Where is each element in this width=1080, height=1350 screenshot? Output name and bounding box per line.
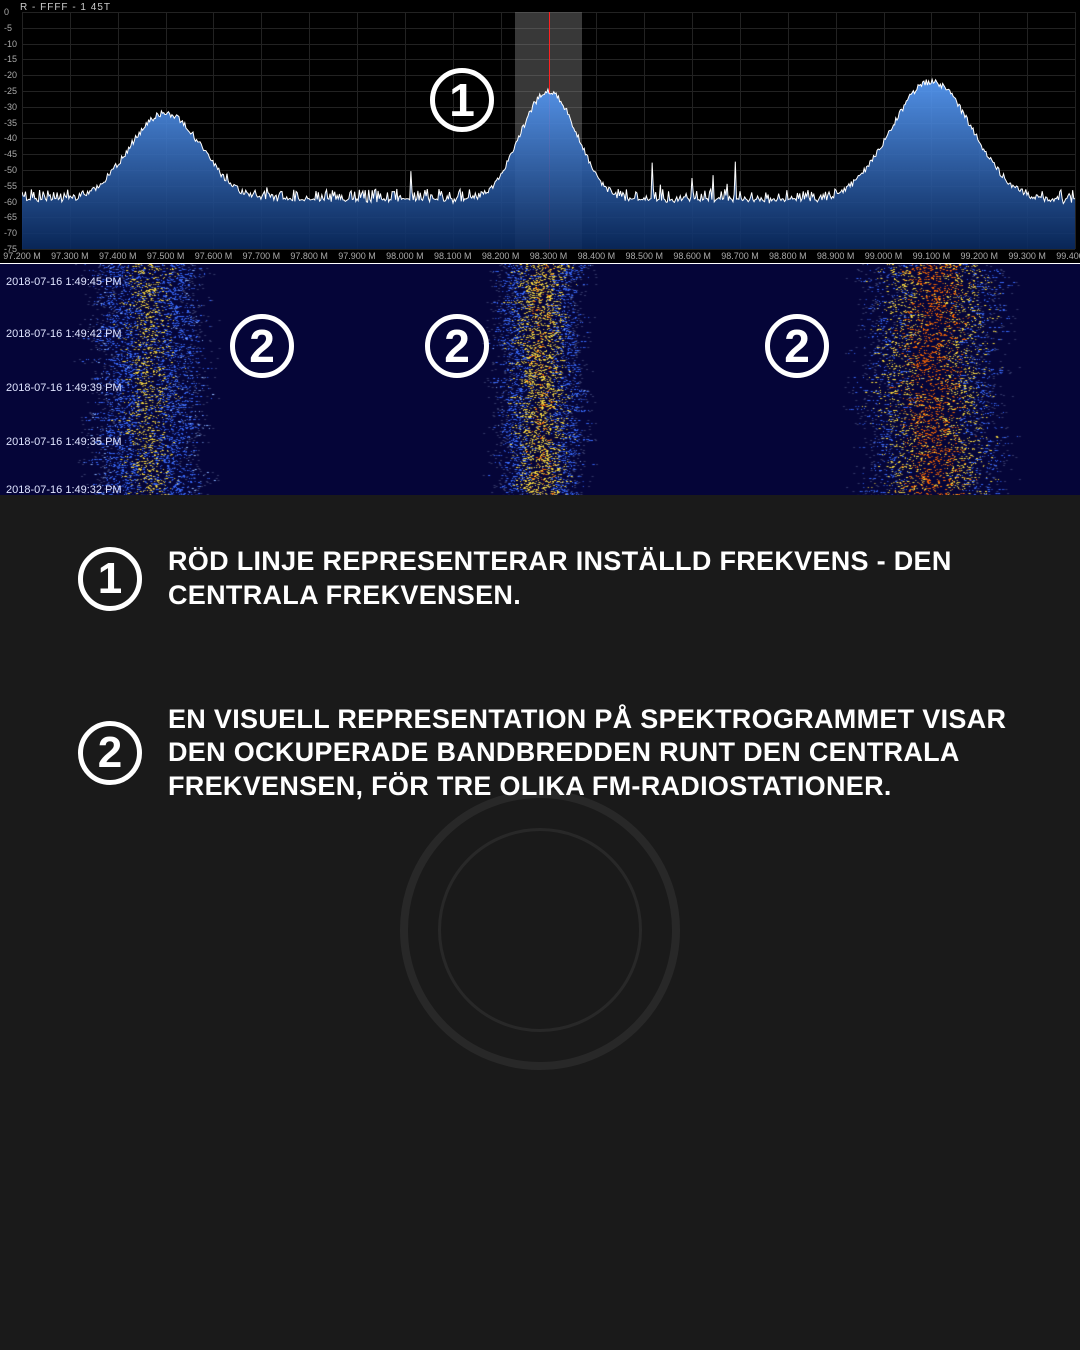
legend-badge: 1 — [78, 547, 142, 611]
y-tick-label: -60 — [4, 197, 17, 207]
y-tick-label: -5 — [4, 23, 12, 33]
x-tick-label: 97.300 M — [51, 251, 89, 261]
legend-badge: 2 — [78, 721, 142, 785]
x-tick-label: 97.700 M — [243, 251, 281, 261]
spectrum-panel: R - FFFF - 1 45T 0-5-10-15-20-25-30-35-4… — [0, 0, 1080, 263]
x-tick-label: 99.200 M — [961, 251, 999, 261]
waterfall-canvas — [0, 264, 1080, 495]
x-tick-label: 97.600 M — [195, 251, 233, 261]
x-tick-label: 98.800 M — [769, 251, 807, 261]
legend-text: RÖD LINJE REPRESENTERAR INSTÄLLD FREKVEN… — [168, 545, 1010, 613]
x-tick-label: 98.700 M — [721, 251, 759, 261]
legend-section: 1 RÖD LINJE REPRESENTERAR INSTÄLLD FREKVE… — [78, 545, 1010, 894]
x-tick-label: 99.100 M — [913, 251, 951, 261]
annotation-marker-2: 2 — [765, 314, 829, 378]
waterfall-timestamp: 2018-07-16 1:49:39 PM — [6, 382, 122, 394]
annotation-marker-2: 2 — [425, 314, 489, 378]
x-tick-label: 98.600 M — [673, 251, 711, 261]
spectrum-trace — [22, 12, 1075, 249]
x-tick-label: 98.500 M — [625, 251, 663, 261]
legend-text: EN VISUELL REPRESENTATION PÅ SPEKTROGRAM… — [168, 703, 1010, 804]
y-tick-label: -40 — [4, 133, 17, 143]
x-tick-label: 98.400 M — [578, 251, 616, 261]
x-tick-label: 98.300 M — [530, 251, 568, 261]
x-tick-label: 98.100 M — [434, 251, 472, 261]
y-tick-label: -65 — [4, 212, 17, 222]
y-tick-label: 0 — [4, 7, 9, 17]
x-tick-label: 99.000 M — [865, 251, 903, 261]
x-tick-label: 97.800 M — [290, 251, 328, 261]
y-tick-label: -25 — [4, 86, 17, 96]
legend-row: 2 EN VISUELL REPRESENTATION PÅ SPEKTROGRA… — [78, 703, 1010, 804]
x-tick-label: 98.900 M — [817, 251, 855, 261]
y-tick-label: -30 — [4, 102, 17, 112]
y-tick-label: -70 — [4, 228, 17, 238]
x-tick-label: 97.500 M — [147, 251, 185, 261]
x-tick-label: 97.200 M — [3, 251, 41, 261]
waterfall-timestamp: 2018-07-16 1:49:42 PM — [6, 328, 122, 340]
annotation-marker-2: 2 — [230, 314, 294, 378]
y-tick-label: -35 — [4, 118, 17, 128]
waterfall-timestamp: 2018-07-16 1:49:32 PM — [6, 484, 122, 495]
x-tick-label: 98.200 M — [482, 251, 520, 261]
y-tick-label: -15 — [4, 54, 17, 64]
y-tick-label: -50 — [4, 165, 17, 175]
waterfall-timestamp: 2018-07-16 1:49:35 PM — [6, 436, 122, 448]
y-tick-label: -10 — [4, 39, 17, 49]
y-tick-label: -55 — [4, 181, 17, 191]
x-tick-label: 99.400 M — [1056, 251, 1080, 261]
x-tick-label: 98.000 M — [386, 251, 424, 261]
legend-row: 1 RÖD LINJE REPRESENTERAR INSTÄLLD FREKVE… — [78, 545, 1010, 613]
annotation-marker-1: 1 — [430, 68, 494, 132]
y-tick-label: -45 — [4, 149, 17, 159]
x-tick-label: 97.900 M — [338, 251, 376, 261]
x-tick-label: 97.400 M — [99, 251, 137, 261]
waterfall-timestamp: 2018-07-16 1:49:45 PM — [6, 276, 122, 288]
y-tick-label: -20 — [4, 70, 17, 80]
x-tick-label: 99.300 M — [1008, 251, 1046, 261]
waterfall-panel: 2018-07-16 1:49:45 PM 2018-07-16 1:49:42 … — [0, 263, 1080, 495]
